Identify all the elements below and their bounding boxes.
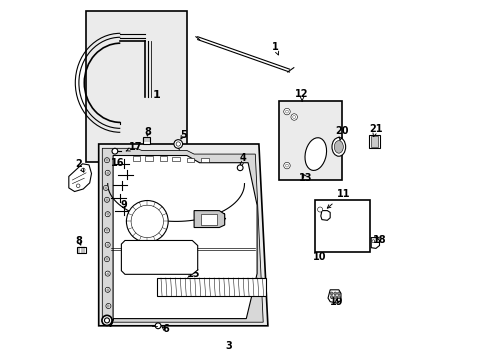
Circle shape — [329, 296, 332, 298]
Bar — [145, 156, 152, 161]
Circle shape — [105, 287, 110, 292]
Circle shape — [317, 207, 322, 212]
Text: 6: 6 — [162, 324, 168, 334]
Text: 14: 14 — [210, 213, 227, 223]
Polygon shape — [121, 240, 197, 274]
Polygon shape — [113, 156, 257, 319]
Circle shape — [283, 108, 289, 115]
Text: 9: 9 — [120, 200, 127, 210]
Polygon shape — [157, 278, 265, 296]
Circle shape — [105, 271, 110, 276]
Ellipse shape — [331, 138, 345, 156]
Ellipse shape — [305, 138, 326, 170]
Text: 5: 5 — [180, 130, 186, 140]
Circle shape — [104, 197, 109, 202]
Text: 18: 18 — [372, 235, 386, 246]
Circle shape — [106, 303, 111, 309]
Circle shape — [105, 242, 110, 247]
Circle shape — [329, 292, 332, 295]
Text: 1: 1 — [152, 90, 160, 100]
Circle shape — [126, 201, 168, 242]
Text: 1: 1 — [271, 42, 278, 55]
Bar — [86, 11, 186, 162]
Text: 11: 11 — [326, 189, 349, 208]
Text: 15: 15 — [186, 269, 201, 282]
Bar — [201, 158, 208, 162]
Polygon shape — [102, 148, 263, 322]
Circle shape — [105, 170, 110, 175]
Bar — [186, 158, 194, 162]
Polygon shape — [370, 238, 379, 248]
Text: 20: 20 — [334, 126, 348, 140]
Polygon shape — [327, 290, 340, 303]
Text: 3: 3 — [224, 341, 231, 351]
Circle shape — [333, 296, 336, 298]
Circle shape — [112, 148, 118, 154]
Circle shape — [285, 164, 288, 167]
Circle shape — [104, 228, 109, 233]
Circle shape — [285, 110, 288, 113]
Bar — [278, 101, 341, 180]
Bar — [368, 135, 380, 148]
Text: 8: 8 — [75, 236, 82, 246]
Circle shape — [337, 296, 340, 298]
Circle shape — [333, 292, 336, 295]
Bar — [370, 136, 378, 147]
Circle shape — [104, 318, 109, 323]
Text: 13: 13 — [298, 173, 312, 183]
Circle shape — [176, 142, 180, 146]
Bar — [142, 137, 149, 144]
Circle shape — [337, 292, 340, 295]
Circle shape — [76, 184, 80, 188]
Circle shape — [292, 116, 295, 118]
Text: 2: 2 — [75, 159, 83, 172]
Bar — [160, 156, 167, 161]
Circle shape — [371, 240, 374, 243]
Circle shape — [155, 323, 161, 329]
Circle shape — [174, 140, 182, 148]
Circle shape — [283, 162, 289, 169]
Polygon shape — [194, 211, 224, 228]
Text: 21: 21 — [368, 123, 382, 137]
Bar — [201, 214, 217, 225]
Text: 19: 19 — [329, 297, 343, 307]
Circle shape — [104, 158, 109, 163]
Bar — [77, 247, 86, 253]
Polygon shape — [320, 211, 329, 220]
Bar — [172, 157, 179, 161]
Text: 10: 10 — [313, 252, 326, 262]
Text: 17: 17 — [126, 142, 142, 152]
Circle shape — [104, 257, 109, 262]
Bar — [133, 156, 140, 161]
Text: 12: 12 — [295, 89, 308, 102]
Circle shape — [105, 212, 110, 217]
Circle shape — [290, 114, 297, 120]
Polygon shape — [99, 144, 267, 326]
Text: 7: 7 — [107, 319, 114, 329]
Text: 4: 4 — [239, 153, 245, 167]
Circle shape — [103, 185, 108, 190]
Circle shape — [237, 165, 243, 171]
Text: 16: 16 — [111, 158, 124, 168]
Bar — [314, 200, 370, 252]
Circle shape — [131, 205, 163, 238]
Circle shape — [102, 315, 112, 325]
Text: 8: 8 — [144, 127, 151, 138]
Circle shape — [81, 168, 85, 172]
Polygon shape — [69, 164, 91, 192]
Ellipse shape — [334, 140, 343, 153]
